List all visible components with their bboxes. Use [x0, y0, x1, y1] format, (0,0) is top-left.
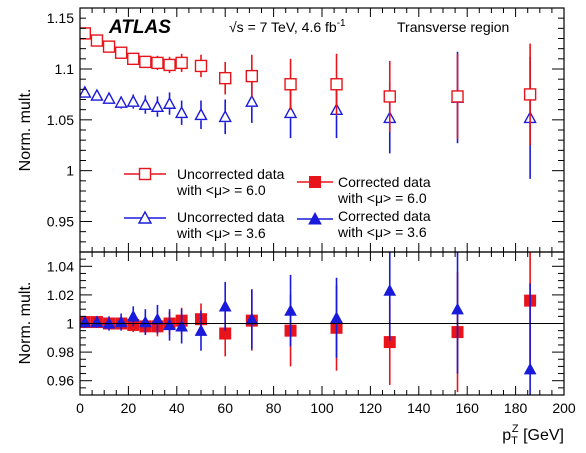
legend-marker-uncorrected-mu6 — [138, 167, 152, 181]
data-point-series-3 — [126, 309, 140, 322]
legend-marker-corrected-mu6 — [309, 176, 321, 188]
legend-entry-corrected-mu6: Corrected data with <μ> = 6.0 — [297, 174, 431, 206]
data-point-series-3 — [163, 318, 176, 331]
x-tick-label: 40 — [169, 400, 185, 416]
data-point-series-3 — [218, 299, 232, 312]
legend-marker-uncorrected-mu36 — [137, 210, 153, 224]
data-point-series-0 — [245, 69, 259, 83]
data-point-series-0 — [175, 56, 188, 70]
data-point-series-0 — [194, 59, 208, 73]
data-point-series-1 — [245, 94, 259, 107]
x-tick-label: 140 — [407, 400, 431, 416]
legend-label-corrected-mu6-line1: Corrected data — [338, 174, 431, 190]
data-point-series-0 — [127, 52, 140, 66]
data-point-series-3 — [151, 312, 164, 325]
data-point-series-1 — [194, 107, 208, 121]
x-tick-label: 60 — [217, 400, 233, 416]
y-tick-label: 1.1 — [55, 61, 75, 77]
legend-label-corrected-mu36-line1: Corrected data — [338, 208, 431, 224]
atlas-label: ATLAS — [108, 17, 171, 38]
data-point-series-1 — [218, 109, 232, 123]
data-point-series-1 — [150, 99, 165, 112]
data-point-series-3 — [523, 362, 537, 375]
x-tick-label: 20 — [121, 400, 137, 416]
data-point-series-0 — [151, 56, 164, 70]
data-point-series-3 — [175, 319, 188, 332]
y-tick-label: 1.04 — [47, 258, 74, 274]
energy-label: √s = 7 TeV, 4.6 fb-1 — [229, 18, 346, 35]
x-tick-label: 100 — [310, 400, 334, 416]
data-point-series-3 — [90, 315, 104, 328]
legend-label-uncorrected-mu36-line1: Uncorrected data — [177, 209, 285, 225]
y-tick-label: 1 — [66, 316, 74, 332]
data-point-series-3 — [284, 304, 297, 316]
data-point-series-1 — [138, 97, 153, 110]
data-point-series-3 — [330, 311, 343, 323]
data-point-series-1 — [283, 105, 298, 119]
data-point-series-3 — [383, 284, 397, 296]
data-point-series-3 — [114, 315, 128, 328]
y-tick-label: 1.15 — [47, 10, 74, 26]
legend-entry-uncorrected-mu6: Uncorrected data with <μ> = 6.0 — [124, 166, 285, 198]
x-tick-label: 200 — [552, 400, 576, 416]
data-point-series-0 — [102, 40, 116, 53]
legend-label-uncorrected-mu36-line2: with <μ> = 3.6 — [176, 225, 266, 241]
legend-marker-corrected-mu36 — [308, 211, 322, 225]
x-axis-title: pTZ [GeV] — [502, 423, 564, 447]
y-tick-label: 1.05 — [47, 112, 74, 128]
bottom-y-axis-title: Norm. mult. — [17, 282, 34, 365]
data-point-series-3 — [139, 315, 152, 328]
data-point-series-0 — [90, 34, 104, 47]
x-tick-label: 120 — [359, 400, 383, 416]
data-point-series-3 — [451, 302, 464, 315]
data-point-series-0 — [163, 58, 176, 72]
data-point-series-0 — [218, 71, 232, 85]
data-point-series-1 — [102, 91, 116, 104]
top-y-axis-title: Norm. mult. — [17, 89, 34, 172]
legend-label-corrected-mu36-line2: with <μ> = 3.6 — [337, 224, 427, 240]
y-tick-label: 1 — [66, 163, 74, 179]
data-point-series-1 — [114, 95, 128, 108]
x-tick-label: 180 — [504, 400, 528, 416]
y-tick-label: 1.02 — [47, 287, 74, 303]
legend-entry-corrected-mu36: Corrected data with <μ> = 3.6 — [297, 208, 431, 240]
data-point-series-0 — [383, 90, 396, 103]
data-point-series-3 — [80, 315, 92, 328]
x-tick-label: 0 — [76, 400, 84, 416]
data-point-series-1 — [126, 94, 140, 107]
legend-label-corrected-mu6-line2: with <μ> = 6.0 — [337, 190, 427, 206]
data-point-series-0 — [80, 27, 92, 40]
top-panel-frame — [79, 7, 565, 253]
legend-label-uncorrected-mu6-line2: with <μ> = 6.0 — [176, 182, 266, 198]
legend-entry-uncorrected-mu36: Uncorrected data with <μ> = 3.6 — [124, 209, 285, 241]
y-tick-label: 0.96 — [47, 373, 74, 389]
data-point-series-1 — [162, 96, 177, 109]
data-point-series-3 — [194, 324, 208, 336]
data-point-series-0 — [284, 78, 297, 91]
region-label: Transverse region — [397, 19, 509, 35]
legend-label-uncorrected-mu6-line1: Uncorrected data — [177, 166, 285, 182]
data-point-series-1 — [90, 88, 104, 101]
x-tick-label: 160 — [456, 400, 480, 416]
y-tick-label: 0.98 — [47, 344, 74, 360]
y-tick-label: 0.95 — [47, 214, 74, 230]
x-tick-label: 80 — [266, 400, 282, 416]
data-point-series-0 — [523, 88, 537, 101]
data-point-series-1 — [80, 85, 92, 98]
data-point-series-1 — [174, 105, 189, 119]
data-point-series-0 — [139, 55, 152, 69]
data-point-series-0 — [330, 78, 343, 91]
data-point-series-0 — [114, 46, 128, 59]
legend: Uncorrected data with <μ> = 6.0 Uncorrec… — [124, 166, 431, 241]
data-point-series-0 — [451, 90, 464, 103]
